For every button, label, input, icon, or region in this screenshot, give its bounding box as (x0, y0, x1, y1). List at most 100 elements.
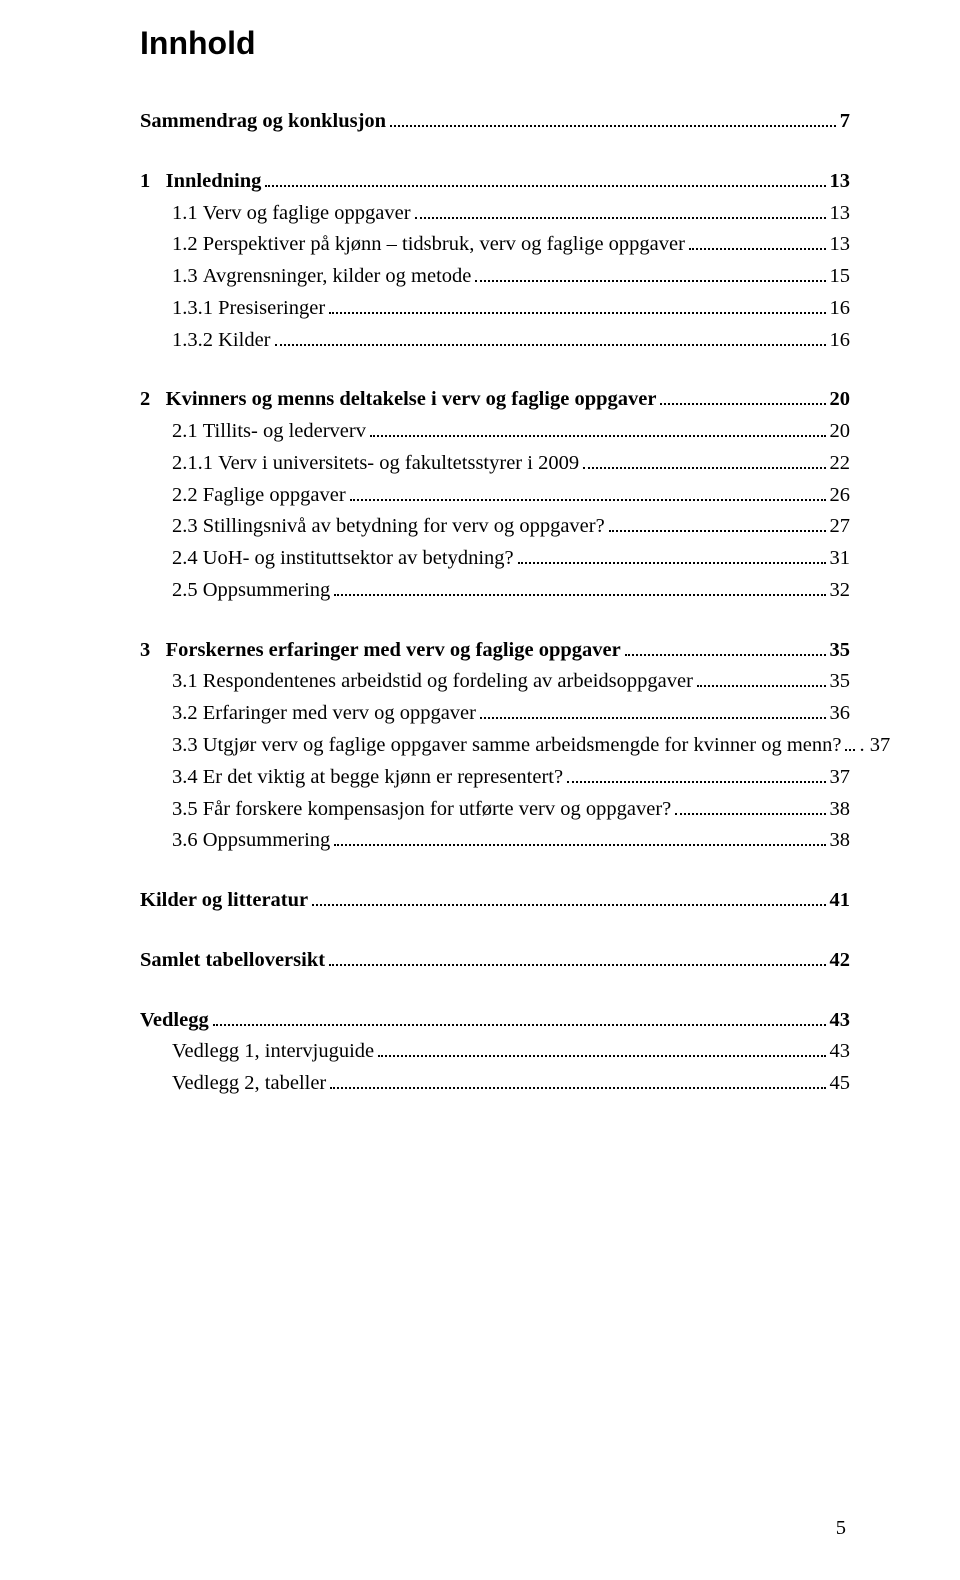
toc-leader (567, 768, 825, 782)
toc-number: 3.4 (172, 762, 203, 794)
toc-page: 15 (830, 261, 851, 293)
toc-number: 2.2 (172, 480, 203, 512)
toc-leader (378, 1043, 825, 1057)
toc-row: 1.3.1 Presiseringer 16 (140, 293, 850, 325)
toc-page: 26 (830, 480, 851, 512)
toc-label: Får forskere kompensasjon for utførte ve… (203, 794, 672, 826)
toc-row: 2.2 Faglige oppgaver 26 (140, 480, 850, 512)
toc-row: 2.4 UoH- og instituttsektor av betydning… (140, 543, 850, 575)
toc-number: 1.3.1 (172, 293, 218, 325)
page-number: 5 (836, 1517, 846, 1540)
toc-label: Kvinners og menns deltakelse i verv og f… (166, 384, 657, 416)
toc-number: 1 (140, 166, 166, 198)
toc-page: 27 (830, 511, 851, 543)
toc-page: 16 (830, 325, 851, 357)
toc-row: Sammendrag og konklusjon 7 (140, 106, 850, 138)
toc-row: 3 Forskernes erfaringer med verv og fagl… (140, 635, 850, 667)
toc-leader (518, 550, 826, 564)
toc-page: 38 (830, 794, 851, 826)
toc-leader (329, 952, 825, 966)
toc-page: 41 (830, 885, 851, 917)
toc-page: 38 (830, 825, 851, 857)
toc-label: Presiseringer (218, 293, 325, 325)
toc-row: Vedlegg 2, tabeller 45 (140, 1068, 850, 1100)
toc-leader (689, 236, 826, 250)
toc-leader (350, 486, 826, 500)
toc-leader (480, 705, 826, 719)
toc-page: 13 (830, 229, 851, 261)
toc-label: Respondentenes arbeidstid og fordeling a… (203, 666, 693, 698)
toc-page: 35 (830, 635, 851, 667)
toc-number: 2.3 (172, 511, 203, 543)
toc-label: Sammendrag og konklusjon (140, 106, 386, 138)
toc-row: 1.3.2 Kilder 16 (140, 325, 850, 357)
toc-page: 45 (830, 1068, 851, 1100)
toc-row: 1 Innledning 13 (140, 166, 850, 198)
toc-row: 3.3 Utgjør verv og faglige oppgaver samm… (140, 730, 850, 762)
toc-label: Vedlegg 2, tabeller (172, 1068, 326, 1100)
page-title: Innhold (140, 25, 850, 62)
toc-leader (583, 455, 825, 469)
toc-label: Perspektiver på kjønn – tidsbruk, verv o… (203, 229, 685, 261)
toc-number: 2.1.1 (172, 448, 218, 480)
toc-label: UoH- og instituttsektor av betydning? (203, 543, 514, 575)
toc-leader (329, 299, 825, 313)
toc-label: Kilder og litteratur (140, 885, 308, 917)
toc-leader (625, 641, 826, 655)
toc-number: 1.3.2 (172, 325, 218, 357)
toc-page: 7 (840, 106, 850, 138)
toc-row: 3.6 Oppsummering 38 (140, 825, 850, 857)
toc-leader (275, 331, 826, 345)
toc-block: Samlet tabelloversikt 42 (140, 945, 850, 977)
toc-row: 2.5 Oppsummering 32 (140, 575, 850, 607)
toc-block: Vedlegg 43Vedlegg 1, intervjuguide 43Ved… (140, 1005, 850, 1100)
toc-number: 3.3 (172, 730, 203, 762)
toc-number: 2.5 (172, 575, 203, 607)
toc-page: 16 (830, 293, 851, 325)
toc-row: 1.3 Avgrensninger, kilder og metode 15 (140, 261, 850, 293)
toc-number: 3.6 (172, 825, 203, 857)
toc-label: Forskernes erfaringer med verv og faglig… (166, 635, 621, 667)
toc-number: 3.1 (172, 666, 203, 698)
toc-label: Tillits- og lederverv (203, 416, 366, 448)
toc-leader (609, 518, 826, 532)
toc-number: 1.2 (172, 229, 203, 261)
toc-page: 32 (830, 575, 851, 607)
toc-block: 1 Innledning 131.1 Verv og faglige oppga… (140, 166, 850, 357)
toc-number: 2.1 (172, 416, 203, 448)
toc-row: 2 Kvinners og menns deltakelse i verv og… (140, 384, 850, 416)
toc-leader (312, 892, 825, 906)
toc-label: Oppsummering (203, 575, 331, 607)
toc-label: Kilder (218, 325, 270, 357)
toc-leader (475, 268, 825, 282)
toc-row: Vedlegg 43 (140, 1005, 850, 1037)
toc-row: Vedlegg 1, intervjuguide 43 (140, 1036, 850, 1068)
toc-block: 3 Forskernes erfaringer med verv og fagl… (140, 635, 850, 857)
toc-leader (697, 673, 826, 687)
toc-leader (370, 423, 826, 437)
toc-row: 1.1 Verv og faglige oppgaver 13 (140, 198, 850, 230)
toc-label: Stillingsnivå av betydning for verv og o… (203, 511, 605, 543)
toc-row: 3.2 Erfaringer med verv og oppgaver 36 (140, 698, 850, 730)
toc-label: Faglige oppgaver (203, 480, 346, 512)
toc-page: 35 (830, 666, 851, 698)
toc-page: 37 (830, 762, 851, 794)
toc-row: 1.2 Perspektiver på kjønn – tidsbruk, ve… (140, 229, 850, 261)
toc-page: 42 (830, 945, 851, 977)
toc-row: Kilder og litteratur 41 (140, 885, 850, 917)
toc-label: Vedlegg 1, intervjuguide (172, 1036, 374, 1068)
table-of-contents: Sammendrag og konklusjon 7 1 Innledning 1… (140, 106, 850, 1100)
toc-page: 22 (830, 448, 851, 480)
toc-label: Samlet tabelloversikt (140, 945, 325, 977)
toc-leader (845, 737, 855, 751)
toc-label: Oppsummering (203, 825, 331, 857)
toc-label: Vedlegg (140, 1005, 209, 1037)
toc-number: 2.4 (172, 543, 203, 575)
toc-number: 3 (140, 635, 166, 667)
toc-leader (334, 582, 825, 596)
toc-number: 1.3 (172, 261, 203, 293)
toc-page: . 37 (859, 730, 890, 762)
toc-leader (330, 1075, 825, 1089)
toc-leader (415, 204, 826, 218)
toc-leader (675, 800, 825, 814)
